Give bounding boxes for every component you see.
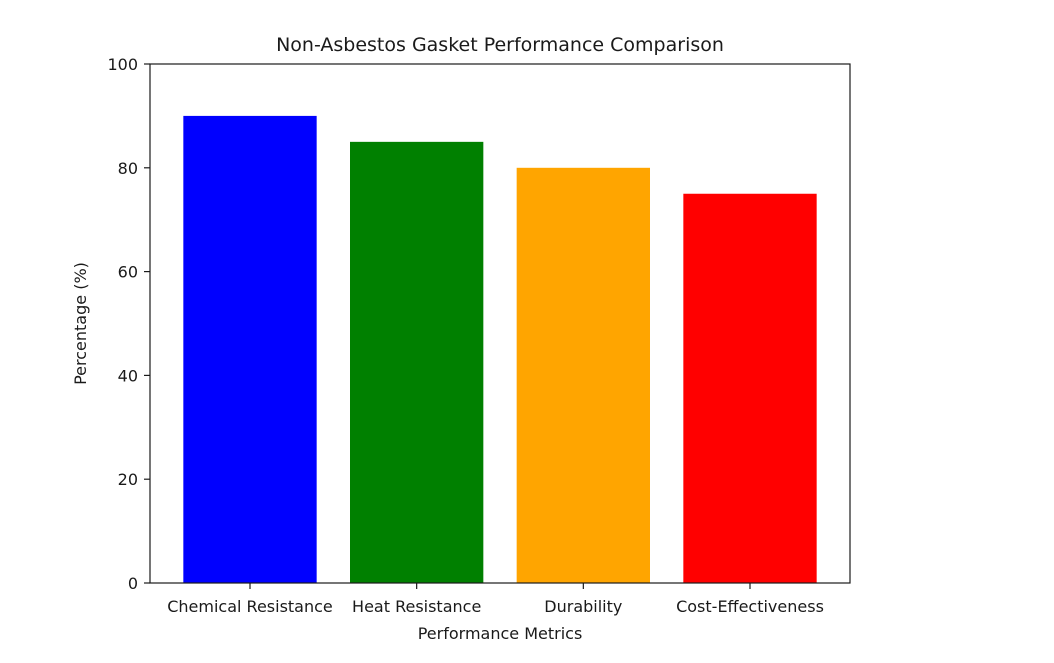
x-tick-label: Cost-Effectiveness [676, 597, 824, 616]
y-tick-label: 40 [118, 366, 138, 385]
x-tick-label: Durability [544, 597, 622, 616]
x-axis-label: Performance Metrics [418, 624, 583, 643]
chart-title: Non-Asbestos Gasket Performance Comparis… [276, 34, 724, 56]
plot-frame [149, 63, 851, 584]
y-tick-label: 100 [107, 55, 138, 74]
bar-heat-resistance [350, 141, 484, 583]
x-tick-label: Heat Resistance [352, 597, 481, 616]
y-axis-label: Percentage (%) [71, 262, 90, 385]
bar-durability [516, 167, 650, 584]
x-tick-label: Chemical Resistance [167, 597, 333, 616]
y-tick-label: 20 [118, 470, 138, 489]
bar-cost-effectiveness [683, 193, 817, 583]
y-tick-label: 0 [128, 574, 138, 593]
bar-chemical-resistance [183, 115, 317, 584]
plot-area: 0 20 40 60 80 100 Chemical Resistance Heat Resi… [107, 55, 823, 616]
y-tick-label: 80 [118, 159, 138, 178]
y-tick-label: 60 [118, 263, 138, 282]
